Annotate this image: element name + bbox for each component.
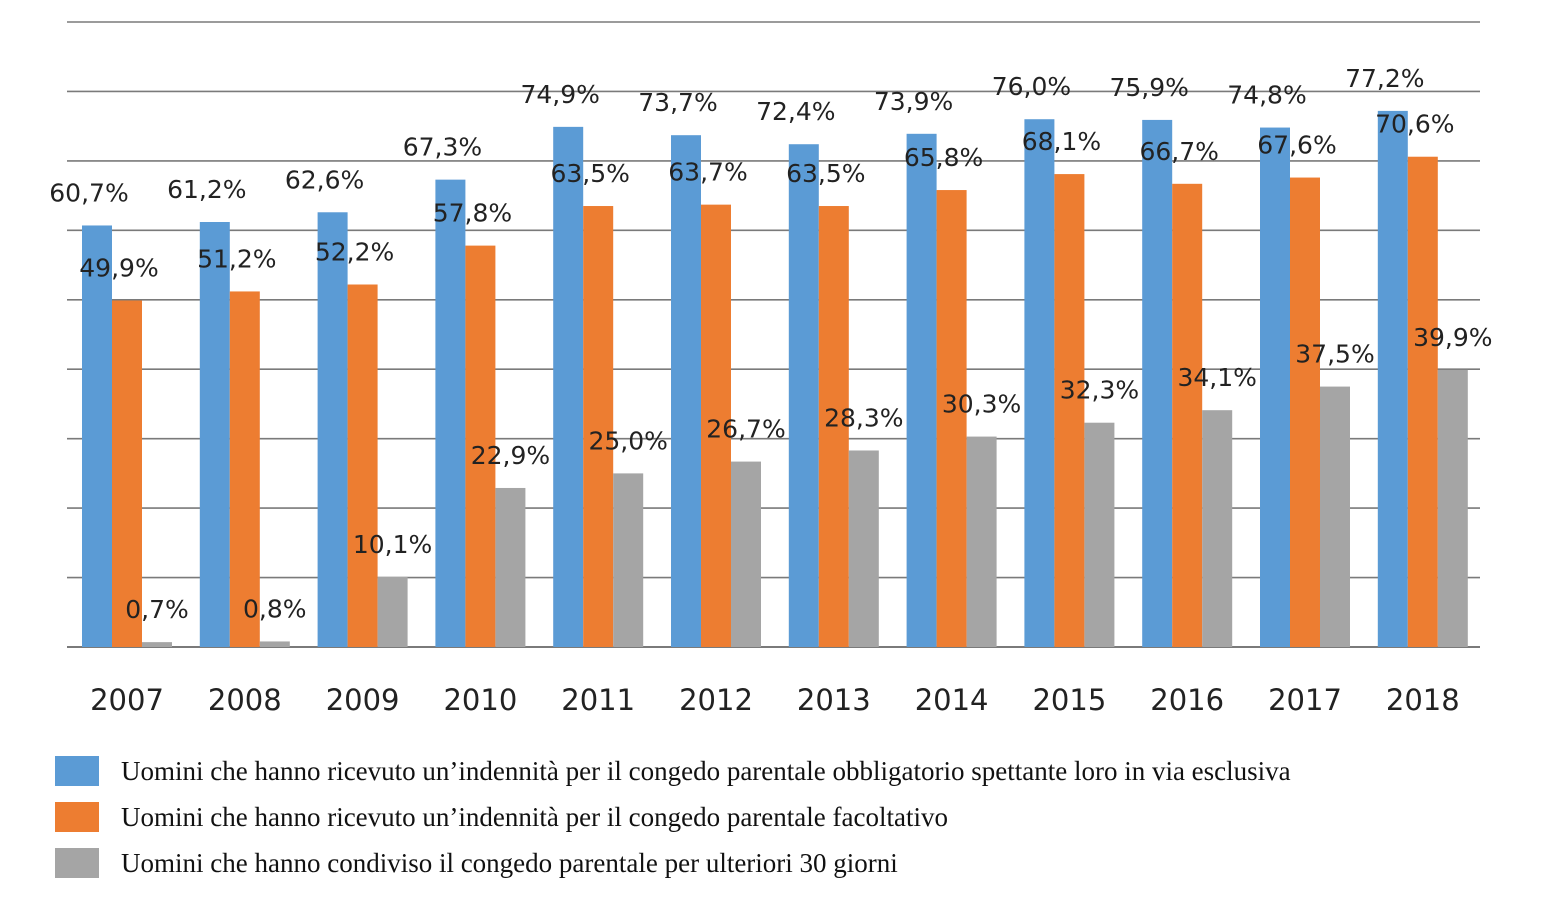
data-label-mandatory-2011: 74,9% <box>520 80 599 109</box>
bar-shared-2018 <box>1437 369 1468 647</box>
x-tick-label-2015: 2015 <box>1032 683 1106 717</box>
bar-mandatory-2018 <box>1377 110 1408 647</box>
legend-label-optional: Uomini che hanno ricevuto un’indennità p… <box>121 801 948 832</box>
data-label-optional-2017: 67,6% <box>1257 131 1336 160</box>
data-label-optional-2018: 70,6% <box>1375 110 1454 139</box>
data-label-optional-2012: 63,7% <box>668 158 747 187</box>
data-labels: 60,7% 49,9% 0,7% 61,2% 51,2% 0,8% 62,6% 52,2% 10… <box>49 64 1492 624</box>
bar-shared-2008 <box>259 641 290 647</box>
data-label-mandatory-2014: 73,9% <box>874 87 953 116</box>
data-label-mandatory-2018: 77,2% <box>1345 64 1424 93</box>
bar-shared-2014 <box>966 436 997 647</box>
data-label-shared-2012: 26,7% <box>706 415 785 444</box>
bar-optional-2007 <box>112 300 142 647</box>
x-tick-label-2011: 2011 <box>561 683 635 717</box>
legend-label-shared: Uomini che hanno condiviso il congedo pa… <box>121 847 898 878</box>
data-label-mandatory-2017: 74,8% <box>1227 81 1306 110</box>
data-label-optional-2014: 65,8% <box>904 143 983 172</box>
bars <box>82 110 1468 648</box>
bar-optional-2015 <box>1054 174 1085 648</box>
x-tick-label-2016: 2016 <box>1150 683 1224 717</box>
bar-optional-2012 <box>701 204 731 647</box>
data-label-mandatory-2010: 67,3% <box>403 133 482 162</box>
bar-mandatory-2012 <box>671 135 701 647</box>
data-label-shared-2016: 34,1% <box>1177 363 1256 392</box>
data-label-optional-2015: 68,1% <box>1022 127 1101 156</box>
bar-shared-2011 <box>613 473 644 647</box>
bar-optional-2016 <box>1172 183 1203 648</box>
bar-shared-2017 <box>1320 386 1350 647</box>
data-label-mandatory-2013: 72,4% <box>756 97 835 126</box>
bar-mandatory-2007 <box>82 225 112 647</box>
x-tick-label-2009: 2009 <box>326 683 400 717</box>
legend-item-mandatory: Uomini che hanno ricevuto un’indennità p… <box>55 748 1545 794</box>
legend-label-mandatory: Uomini che hanno ricevuto un’indennità p… <box>121 755 1291 786</box>
bar-chart: 60,7% 49,9% 0,7% 61,2% 51,2% 0,8% 62,6% 52,2% 10… <box>49 21 1493 717</box>
legend-item-optional: Uomini che hanno ricevuto un’indennità p… <box>55 794 1545 840</box>
data-label-mandatory-2016: 75,9% <box>1109 73 1188 102</box>
data-label-mandatory-2009: 62,6% <box>285 165 364 194</box>
data-label-shared-2008: 0,8% <box>243 594 307 623</box>
data-label-shared-2010: 22,9% <box>471 441 550 470</box>
x-tick-label-2010: 2010 <box>443 683 517 717</box>
bar-mandatory-2017 <box>1260 127 1290 648</box>
bar-mandatory-2008 <box>199 222 230 647</box>
x-tick-label-2018: 2018 <box>1386 683 1460 717</box>
data-label-mandatory-2007: 60,7% <box>49 178 128 207</box>
data-label-mandatory-2015: 76,0% <box>992 72 1071 101</box>
legend-item-shared: Uomini che hanno condiviso il congedo pa… <box>55 840 1545 886</box>
bar-mandatory-2010 <box>435 179 466 647</box>
x-tick-label-2017: 2017 <box>1268 683 1342 717</box>
bar-shared-2010 <box>495 487 526 647</box>
bar-optional-2013 <box>818 206 849 647</box>
data-label-shared-2009: 10,1% <box>353 530 432 559</box>
data-label-mandatory-2012: 73,7% <box>638 88 717 117</box>
bar-shared-2009 <box>377 576 408 647</box>
bar-shared-2012 <box>731 461 761 647</box>
data-label-shared-2015: 32,3% <box>1060 376 1139 405</box>
legend-swatch-shared <box>55 848 99 878</box>
data-label-mandatory-2008: 61,2% <box>167 175 246 204</box>
data-label-optional-2010: 57,8% <box>433 199 512 228</box>
x-tick-label-2013: 2013 <box>797 683 871 717</box>
bar-shared-2013 <box>848 450 879 647</box>
data-label-shared-2013: 28,3% <box>824 403 903 432</box>
bar-mandatory-2013 <box>788 144 819 647</box>
bar-shared-2007 <box>142 642 172 647</box>
x-tick-label-2007: 2007 <box>90 683 164 717</box>
data-label-optional-2007: 49,9% <box>79 253 158 282</box>
legend-swatch-mandatory <box>55 756 99 786</box>
bar-optional-2011 <box>583 206 614 647</box>
bar-optional-2017 <box>1290 177 1320 648</box>
bar-optional-2018 <box>1407 156 1438 647</box>
x-axis-tick-labels: 2007 2008 2009 2010 2011 2012 2013 2014 2015 2016… <box>90 683 1460 717</box>
gridlines <box>67 21 1480 648</box>
bar-mandatory-2009 <box>317 212 348 647</box>
data-label-optional-2009: 52,2% <box>315 238 394 267</box>
bar-optional-2010 <box>465 245 496 647</box>
data-label-shared-2011: 25,0% <box>588 426 667 455</box>
legend-swatch-optional <box>55 802 99 832</box>
bar-shared-2015 <box>1084 422 1115 647</box>
data-label-shared-2018: 39,9% <box>1413 323 1492 352</box>
x-tick-label-2014: 2014 <box>915 683 989 717</box>
legend: Uomini che hanno ricevuto un’indennità p… <box>55 748 1545 886</box>
bar-shared-2016 <box>1202 410 1233 647</box>
bar-mandatory-2014 <box>906 133 937 648</box>
bar-optional-2008 <box>229 291 260 647</box>
data-label-optional-2008: 51,2% <box>197 244 276 273</box>
data-label-optional-2011: 63,5% <box>550 159 629 188</box>
data-label-shared-2007: 0,7% <box>125 595 189 624</box>
bar-optional-2009 <box>347 284 378 647</box>
x-tick-label-2012: 2012 <box>679 683 753 717</box>
data-label-shared-2014: 30,3% <box>942 390 1021 419</box>
bar-mandatory-2015 <box>1024 119 1055 647</box>
bar-mandatory-2011 <box>553 126 584 648</box>
data-label-shared-2017: 37,5% <box>1295 340 1374 369</box>
data-label-optional-2013: 63,5% <box>786 159 865 188</box>
data-label-optional-2016: 66,7% <box>1139 137 1218 166</box>
bar-optional-2014 <box>936 190 967 648</box>
bar-mandatory-2016 <box>1142 119 1173 647</box>
x-tick-label-2008: 2008 <box>208 683 282 717</box>
